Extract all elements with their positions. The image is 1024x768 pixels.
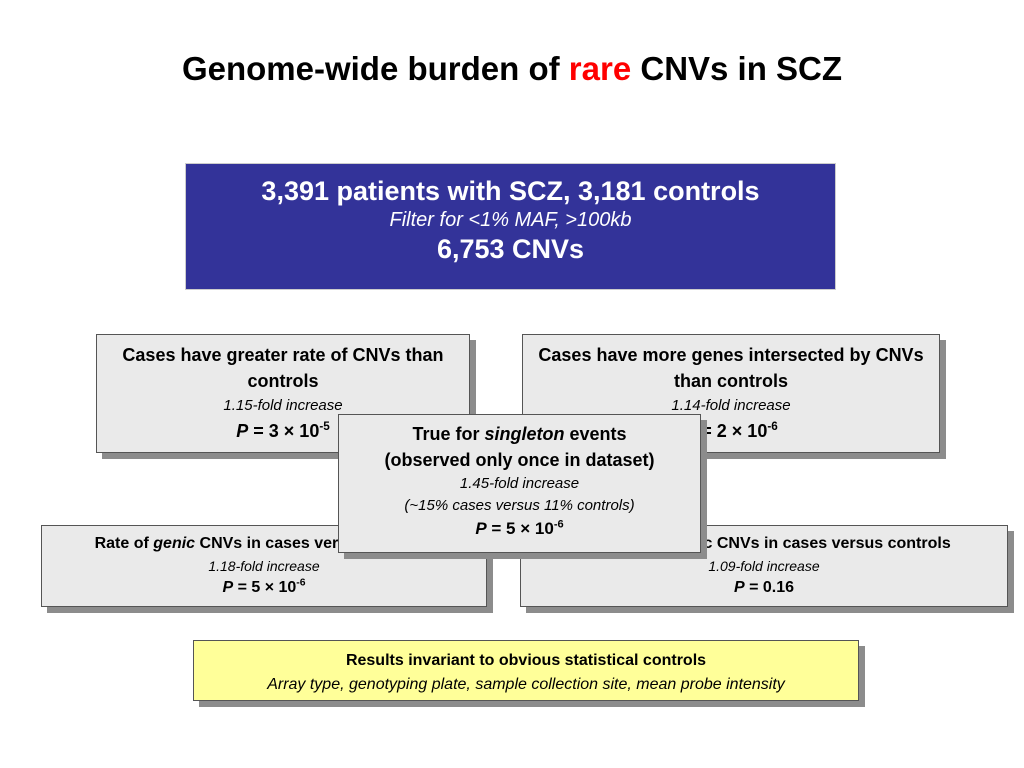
box-p-value: P = 3 × 10-5 [107, 418, 459, 444]
box-detail: 1.15-fold increase [223, 397, 343, 414]
title-highlight: rare [568, 50, 632, 87]
summary-filter: Filter for <1% MAF, >100kb [389, 209, 632, 231]
p-label: P [236, 421, 249, 441]
p-text: = 2 × 10 [696, 421, 768, 441]
p-label: P [222, 579, 234, 596]
p-text: = 0.16 [744, 579, 795, 596]
box-heading: Cases have greater rate of CNVs than con… [122, 345, 444, 391]
box-detail: 1.18-fold increase [208, 558, 320, 574]
heading-emphasis: singleton [484, 424, 565, 444]
title-text: Genome-wide burden of [181, 50, 569, 87]
note-detail: Array type, genotyping plate, sample col… [267, 676, 785, 693]
box-subheading: (observed only once in dataset) [384, 450, 655, 470]
p-label: P [475, 519, 487, 538]
slide-title: Genome-wide burden of rare CNVs in SCZ [0, 50, 1024, 88]
title-text: CNVs in SCZ [631, 50, 843, 87]
heading-emphasis: genic [153, 535, 196, 552]
summary-cohort: 3,391 patients with SCZ, 3,181 controls [261, 176, 760, 206]
p-exponent: -6 [296, 577, 306, 589]
p-exponent: -6 [767, 420, 778, 433]
box-heading: True for singleton events [345, 421, 694, 447]
finding-box: True for singleton events (observed only… [338, 414, 701, 553]
note-box: Results invariant to obvious statistical… [193, 640, 859, 701]
heading-text: True for [412, 424, 485, 444]
note-heading: Results invariant to obvious statistical… [345, 652, 707, 669]
p-label: P [733, 579, 745, 596]
finding-box: Cases have more genes intersected by CNV… [522, 334, 940, 453]
p-text: = 5 × 10 [486, 519, 554, 538]
summary-box: 3,391 patients with SCZ, 3,181 controls … [185, 163, 836, 290]
box-p-value: P = 5 × 10-6 [345, 517, 694, 541]
summary-total: 6,753 CNVs [436, 234, 585, 264]
box-detail: 1.14-fold increase [671, 397, 791, 414]
p-exponent: -6 [553, 518, 564, 531]
box-detail: 1.45-fold increase [459, 475, 580, 492]
box-heading: Cases have more genes intersected by CNV… [538, 345, 924, 391]
box-detail: (~15% cases versus 11% controls) [404, 497, 635, 514]
box-p-value: P = 0.16 [529, 577, 999, 599]
heading-text: Rate of [94, 535, 154, 552]
box-detail: 1.09-fold increase [708, 558, 820, 574]
p-text: = 5 × 10 [233, 579, 297, 596]
box-p-value: P = 5 × 10-6 [50, 577, 478, 599]
heading-text: events [564, 424, 627, 444]
p-exponent: -5 [319, 420, 330, 433]
p-text: = 3 × 10 [248, 421, 320, 441]
